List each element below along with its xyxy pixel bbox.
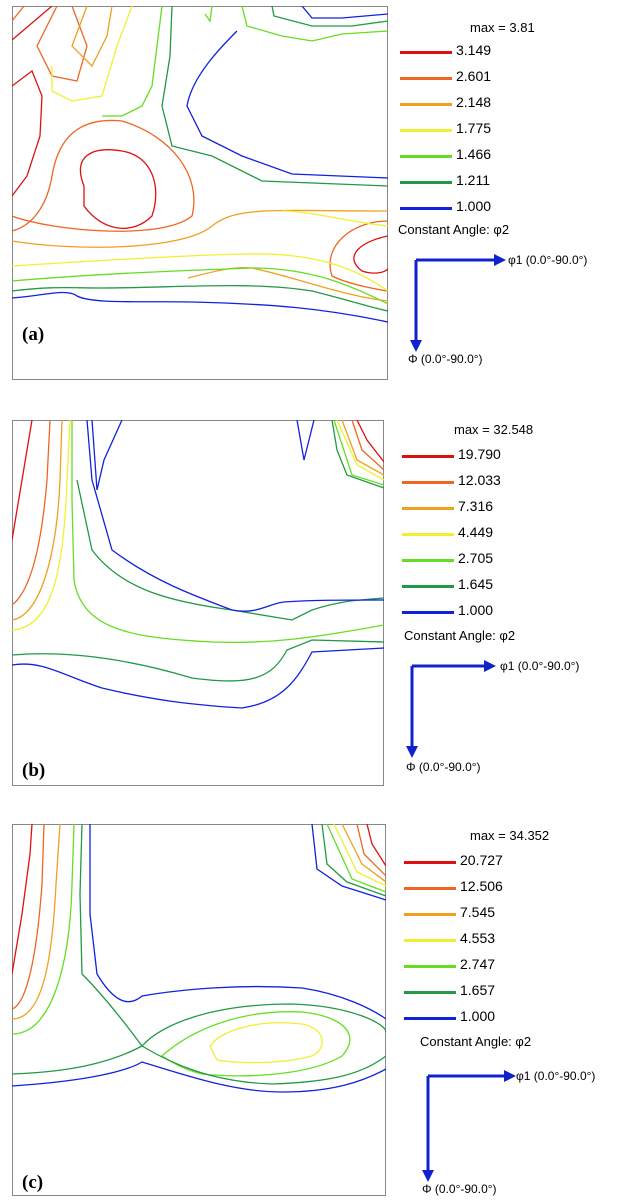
legend-value: 4.553: [460, 930, 496, 946]
contour-plot-c: [12, 824, 386, 1196]
legend-line: [400, 155, 452, 158]
contour-light-orange: [12, 824, 386, 1020]
contour-light-green: [12, 6, 388, 305]
legend-line: [404, 913, 456, 916]
legend-value: 2.601: [456, 68, 492, 84]
contour-blue: [12, 824, 386, 1093]
legend-value: 1.000: [456, 198, 492, 214]
phi1-axis-label-a: φ1 (0.0°-90.0°): [508, 253, 588, 267]
legend-c: max = 34.352 20.727 12.506 7.545 4.553 2…: [404, 824, 642, 1199]
legend-value: 2.148: [456, 94, 492, 110]
contour-yellow: [12, 6, 388, 292]
phi1-axis-label-b: φ1 (0.0°-90.0°): [500, 659, 580, 673]
legend-value: 12.506: [460, 878, 503, 894]
legend-value: 12.033: [458, 472, 501, 488]
legend-line: [404, 965, 456, 968]
Phi-axis-label-c: Φ (0.0°-90.0°): [422, 1182, 497, 1196]
legend-value: 1.645: [458, 576, 494, 592]
phi1-axis-label-c: φ1 (0.0°-90.0°): [516, 1069, 596, 1083]
constant-angle-label-b: Constant Angle: φ2: [404, 628, 516, 643]
contour-orange: [12, 420, 384, 606]
odf-panel-c: (c) max = 34.352 20.727 12.506 7.545 4.5…: [0, 808, 644, 1201]
legend-line: [400, 181, 452, 184]
axes-arrows-b: [406, 660, 496, 758]
contour-light-green: [71, 420, 384, 644]
legend-line: [402, 611, 454, 614]
legend-value: 7.316: [458, 498, 494, 514]
legend-value: 1.211: [456, 172, 490, 188]
legend-line: [404, 939, 456, 942]
contour-light-green: [12, 824, 386, 1077]
legend-line: [404, 1017, 456, 1020]
legend-value: 7.545: [460, 904, 496, 920]
legend-b: max = 32.548 19.790 12.033 7.316 4.449 2…: [402, 418, 642, 788]
legend-value: 1.000: [460, 1008, 496, 1024]
contour-yellow: [209, 824, 386, 1064]
contour-blue: [12, 420, 384, 709]
legend-value: 2.705: [458, 550, 494, 566]
legend-value: 1.775: [456, 120, 492, 136]
contour-light-orange: [12, 420, 384, 621]
contour-red: [12, 420, 384, 541]
constant-angle-label-c: Constant Angle: φ2: [420, 1034, 532, 1049]
legend-max-b: max = 32.548: [454, 422, 534, 437]
odf-panel-b: (b) max = 32.548 19.790 12.033 7.316 4.4…: [0, 400, 644, 790]
panel-label-c: (c): [22, 1172, 44, 1193]
contour-dark-green: [12, 6, 388, 312]
legend-value: 3.149: [456, 42, 492, 58]
contour-red: [12, 824, 386, 975]
contour-orange: [12, 6, 388, 292]
contour-light-orange: [12, 6, 388, 302]
legend-line: [400, 207, 452, 210]
legend-value: 19.790: [458, 446, 501, 462]
legend-line: [402, 533, 454, 536]
contour-svg-a: [12, 6, 388, 380]
contour-svg-b: [12, 420, 384, 786]
axes-arrows-c: [422, 1070, 516, 1182]
legend-value: 2.747: [460, 956, 496, 972]
plot-frame: [12, 824, 386, 1196]
panel-label-b: (b): [22, 760, 46, 781]
panel-label-a: (a): [22, 324, 45, 345]
legend-value: 20.727: [460, 852, 503, 868]
plot-frame: [12, 420, 384, 786]
Phi-axis-label-b: Φ (0.0°-90.0°): [406, 760, 481, 774]
legend-value: 1.000: [458, 602, 494, 618]
contour-plot-b: [12, 420, 384, 786]
contour-red: [12, 6, 388, 274]
contour-dark-green: [12, 824, 386, 1085]
plot-frame: [12, 6, 388, 380]
legend-max-c: max = 34.352: [470, 828, 550, 843]
legend-line: [400, 51, 452, 54]
legend-line: [402, 481, 454, 484]
contour-plot-a: [12, 6, 388, 380]
axes-arrows-a: [410, 254, 506, 352]
legend-line: [400, 77, 452, 80]
legend-line: [402, 455, 454, 458]
odf-panel-a: (a) max = 3.81 3.149 2.601 2.148 1.775 1…: [0, 0, 644, 385]
legend-line: [404, 887, 456, 890]
legend-line: [400, 129, 452, 132]
legend-line: [402, 507, 454, 510]
legend-line: [402, 585, 454, 588]
contour-yellow: [12, 420, 384, 631]
Phi-axis-label-a: Φ (0.0°-90.0°): [408, 352, 483, 366]
constant-angle-label-a: Constant Angle: φ2: [398, 222, 510, 237]
legend-line: [402, 559, 454, 562]
contour-svg-c: [12, 824, 386, 1196]
contour-orange: [12, 824, 386, 1010]
legend-line: [404, 991, 456, 994]
legend-value: 1.466: [456, 146, 492, 162]
legend-line: [404, 861, 456, 864]
legend-value: 1.657: [460, 982, 496, 998]
legend-max-a: max = 3.81: [470, 20, 535, 35]
contour-blue: [12, 6, 388, 323]
legend-a: max = 3.81 3.149 2.601 2.148 1.775 1.466…: [398, 16, 640, 376]
legend-line: [400, 103, 452, 106]
legend-value: 4.449: [458, 524, 494, 540]
